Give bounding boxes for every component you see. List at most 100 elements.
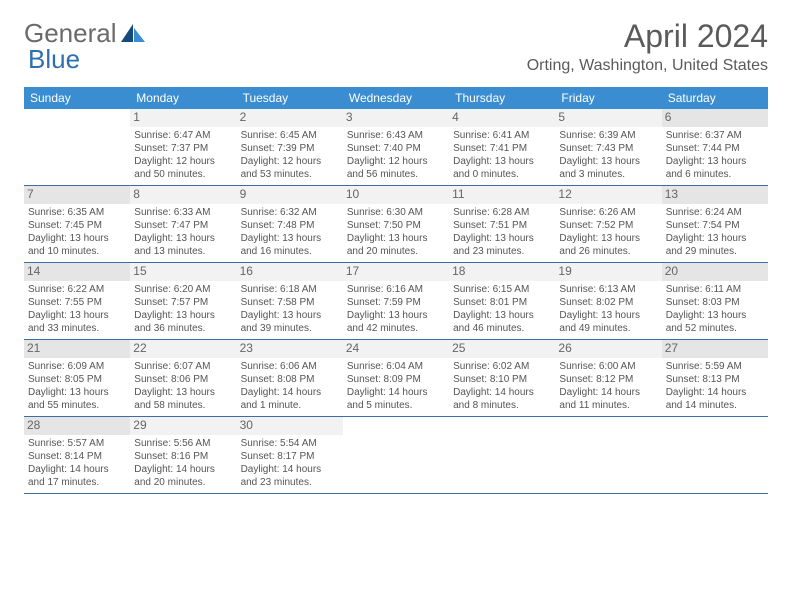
- daylight-text: Daylight: 12 hours and 50 minutes.: [134, 155, 232, 181]
- sunrise-text: Sunrise: 6:04 AM: [347, 360, 445, 373]
- sunrise-text: Sunrise: 6:43 AM: [347, 129, 445, 142]
- calendar: SundayMondayTuesdayWednesdayThursdayFrid…: [24, 87, 768, 494]
- daylight-text: Daylight: 13 hours and 58 minutes.: [134, 386, 232, 412]
- week-row: 7Sunrise: 6:35 AMSunset: 7:45 PMDaylight…: [24, 186, 768, 263]
- day-cell: [662, 417, 768, 493]
- sunrise-text: Sunrise: 5:59 AM: [666, 360, 764, 373]
- sunset-text: Sunset: 7:48 PM: [241, 219, 339, 232]
- sunrise-text: Sunrise: 6:16 AM: [347, 283, 445, 296]
- sunrise-text: Sunrise: 6:32 AM: [241, 206, 339, 219]
- day-cell: 21Sunrise: 6:09 AMSunset: 8:05 PMDayligh…: [24, 340, 130, 416]
- sunset-text: Sunset: 7:37 PM: [134, 142, 232, 155]
- day-number: 27: [662, 340, 768, 358]
- day-cell: 28Sunrise: 5:57 AMSunset: 8:14 PMDayligh…: [24, 417, 130, 493]
- header: General April 2024 Orting, Washington, U…: [24, 18, 768, 75]
- sunset-text: Sunset: 8:08 PM: [241, 373, 339, 386]
- sunset-text: Sunset: 8:17 PM: [241, 450, 339, 463]
- sunset-text: Sunset: 7:58 PM: [241, 296, 339, 309]
- sunset-text: Sunset: 7:47 PM: [134, 219, 232, 232]
- day-number: 9: [237, 186, 343, 204]
- day-cell: 2Sunrise: 6:45 AMSunset: 7:39 PMDaylight…: [237, 109, 343, 185]
- day-number: 25: [449, 340, 555, 358]
- daylight-text: Daylight: 13 hours and 42 minutes.: [347, 309, 445, 335]
- day-number: 3: [343, 109, 449, 127]
- daylight-text: Daylight: 14 hours and 17 minutes.: [28, 463, 126, 489]
- day-cell: 4Sunrise: 6:41 AMSunset: 7:41 PMDaylight…: [449, 109, 555, 185]
- daylight-text: Daylight: 13 hours and 16 minutes.: [241, 232, 339, 258]
- sunrise-text: Sunrise: 6:30 AM: [347, 206, 445, 219]
- week-row: 14 Sunrise: 6:22 AMSunset: 7:55 PM Dayligh…: [24, 263, 768, 340]
- day-cell: 12Sunrise: 6:26 AMSunset: 7:52 PMDayligh…: [555, 186, 661, 262]
- sunrise-text: Sunrise: 6:11 AM: [666, 283, 764, 296]
- daylight-text: Daylight: 14 hours and 14 minutes.: [666, 386, 764, 412]
- day-number: 14: [24, 263, 130, 281]
- day-cell: 22Sunrise: 6:07 AMSunset: 8:06 PMDayligh…: [130, 340, 236, 416]
- sunrise-text: Sunrise: 6:28 AM: [453, 206, 551, 219]
- day-number: 2: [237, 109, 343, 127]
- sunset-text: Sunset: 7:43 PM: [559, 142, 657, 155]
- sunset-text: Sunset: 7:57 PM: [134, 296, 232, 309]
- sunset-text: Sunset: 8:10 PM: [453, 373, 551, 386]
- sunrise-text: Sunrise: 6:09 AM: [28, 360, 126, 373]
- day-cell: 23Sunrise: 6:06 AMSunset: 8:08 PMDayligh…: [237, 340, 343, 416]
- sunrise-text: Sunrise: 6:41 AM: [453, 129, 551, 142]
- sunset-text: Sunset: 8:01 PM: [453, 296, 551, 309]
- sail-icon: [121, 24, 147, 44]
- week-row: 28Sunrise: 5:57 AMSunset: 8:14 PMDayligh…: [24, 417, 768, 494]
- sunrise-text: Sunrise: 6:13 AM: [559, 283, 657, 296]
- sunrise-text: Sunrise: 6:00 AM: [559, 360, 657, 373]
- brand-part2: Blue: [28, 44, 80, 75]
- sunset-text: Sunset: 8:13 PM: [666, 373, 764, 386]
- daylight-text: Daylight: 13 hours and 49 minutes.: [559, 309, 657, 335]
- day-number: 19: [555, 263, 661, 281]
- daylight-text: Daylight: 14 hours and 5 minutes.: [347, 386, 445, 412]
- day-cell: 10Sunrise: 6:30 AMSunset: 7:50 PMDayligh…: [343, 186, 449, 262]
- day-number: 10: [343, 186, 449, 204]
- day-cell: 26Sunrise: 6:00 AMSunset: 8:12 PMDayligh…: [555, 340, 661, 416]
- day-number: 18: [449, 263, 555, 281]
- day-number: 11: [449, 186, 555, 204]
- daylight-text: Daylight: 14 hours and 11 minutes.: [559, 386, 657, 412]
- dow-cell: Wednesday: [343, 87, 449, 109]
- sunrise-text: Sunrise: 6:26 AM: [559, 206, 657, 219]
- sunset-text: Sunset: 7:59 PM: [347, 296, 445, 309]
- day-number: 29: [130, 417, 236, 435]
- sunrise-text: Sunrise: 6:22 AM: [28, 283, 126, 296]
- sunset-text: Sunset: 7:39 PM: [241, 142, 339, 155]
- day-cell: 18Sunrise: 6:15 AMSunset: 8:01 PMDayligh…: [449, 263, 555, 339]
- daylight-text: Daylight: 13 hours and 29 minutes.: [666, 232, 764, 258]
- day-cell: 30Sunrise: 5:54 AMSunset: 8:17 PMDayligh…: [237, 417, 343, 493]
- day-number: 28: [24, 417, 130, 435]
- day-cell: [449, 417, 555, 493]
- dow-cell: Thursday: [449, 87, 555, 109]
- day-number: 20: [662, 263, 768, 281]
- day-number: 6: [662, 109, 768, 127]
- sunrise-text: Sunrise: 6:39 AM: [559, 129, 657, 142]
- day-cell: [343, 417, 449, 493]
- sunrise-text: Sunrise: 6:07 AM: [134, 360, 232, 373]
- week-row: 1Sunrise: 6:47 AMSunset: 7:37 PMDaylight…: [24, 109, 768, 186]
- sunrise-text: Sunrise: 5:54 AM: [241, 437, 339, 450]
- daylight-text: Daylight: 13 hours and 52 minutes.: [666, 309, 764, 335]
- sunrise-text: Sunrise: 6:06 AM: [241, 360, 339, 373]
- daylight-text: Daylight: 13 hours and 36 minutes.: [134, 309, 232, 335]
- day-cell: 16Sunrise: 6:18 AMSunset: 7:58 PMDayligh…: [237, 263, 343, 339]
- sunrise-text: Sunrise: 6:35 AM: [28, 206, 126, 219]
- sunrise-text: Sunrise: 6:15 AM: [453, 283, 551, 296]
- daylight-text: Daylight: 13 hours and 13 minutes.: [134, 232, 232, 258]
- sunset-text: Sunset: 7:40 PM: [347, 142, 445, 155]
- week-row: 21Sunrise: 6:09 AMSunset: 8:05 PMDayligh…: [24, 340, 768, 417]
- sunrise-text: Sunrise: 6:02 AM: [453, 360, 551, 373]
- sunrise-text: Sunrise: 5:57 AM: [28, 437, 126, 450]
- daylight-text: Daylight: 13 hours and 23 minutes.: [453, 232, 551, 258]
- sunset-text: Sunset: 7:55 PM: [28, 296, 126, 309]
- daylight-text: Daylight: 13 hours and 3 minutes.: [559, 155, 657, 181]
- daylight-text: Daylight: 14 hours and 20 minutes.: [134, 463, 232, 489]
- sunrise-text: Sunrise: 6:33 AM: [134, 206, 232, 219]
- dow-cell: Saturday: [662, 87, 768, 109]
- sunset-text: Sunset: 8:16 PM: [134, 450, 232, 463]
- day-cell: 11Sunrise: 6:28 AMSunset: 7:51 PMDayligh…: [449, 186, 555, 262]
- daylight-text: Daylight: 14 hours and 23 minutes.: [241, 463, 339, 489]
- daylight-text: Daylight: 13 hours and 26 minutes.: [559, 232, 657, 258]
- day-number: 8: [130, 186, 236, 204]
